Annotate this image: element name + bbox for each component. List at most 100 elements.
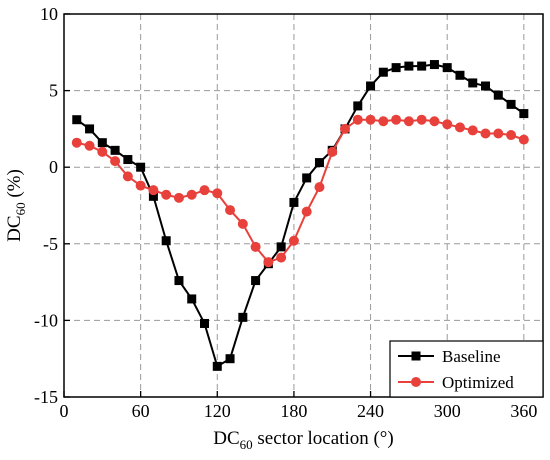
data-point [391, 63, 401, 73]
data-point [85, 124, 95, 134]
y-axis-title: DC60 (%) [4, 169, 28, 242]
data-point [122, 171, 133, 182]
data-point [135, 180, 146, 191]
y-tick-label: -10 [34, 310, 58, 330]
data-point [148, 191, 158, 201]
data-point [493, 90, 503, 100]
data-point [416, 114, 427, 125]
tick-group: 0 60 120 180 240 300 360 -15 -10 -5 0 5 10 [34, 4, 537, 421]
legend-marker [411, 351, 421, 361]
y-axis-title-subscript: 60 [13, 202, 28, 215]
data-point [467, 125, 478, 136]
data-point [442, 119, 453, 130]
data-point [506, 99, 516, 109]
data-point [288, 235, 299, 246]
data-point [225, 354, 235, 364]
x-tick-label: 240 [357, 401, 384, 421]
data-point [480, 128, 491, 139]
x-tick-label: 180 [280, 401, 307, 421]
x-axis-title-rest: sector location (°) [253, 428, 394, 449]
legend-item-baseline: Baseline [398, 347, 501, 366]
data-point [225, 205, 236, 216]
data-point [84, 140, 95, 151]
plot-frame [63, 13, 544, 398]
data-point [519, 109, 529, 119]
series-line [76, 63, 525, 368]
data-point [455, 70, 465, 80]
legend-marker [411, 377, 421, 387]
data-point [302, 173, 312, 183]
x-axis-title-subscript: 60 [240, 437, 253, 452]
legend-item-optimized: Optimized [398, 373, 514, 392]
data-point [276, 252, 287, 263]
data-point [187, 294, 197, 304]
x-axis-title: DC60 sector location (°) [213, 428, 393, 452]
y-tick-label: 5 [49, 81, 58, 101]
data-point [442, 63, 452, 73]
data-point [238, 312, 248, 322]
data-point [378, 116, 389, 127]
data-point [71, 137, 82, 148]
x-tick-label: 60 [132, 401, 150, 421]
data-point [454, 122, 465, 133]
data-point [340, 123, 351, 134]
data-point [378, 67, 388, 77]
data-point [97, 146, 108, 157]
data-point [161, 236, 171, 246]
data-point [200, 318, 210, 328]
data-point [251, 276, 261, 286]
data-point [199, 185, 210, 196]
data-point [263, 257, 274, 268]
data-point [429, 60, 439, 70]
data-point [97, 138, 107, 148]
data-point [353, 101, 363, 111]
data-point [365, 114, 376, 125]
legend-label: Baseline [442, 347, 501, 366]
x-tick-label: 0 [60, 401, 69, 421]
series-optimized [71, 114, 529, 268]
data-point [186, 189, 197, 200]
series-group [71, 60, 529, 371]
data-point [110, 145, 120, 155]
data-point [506, 130, 517, 141]
data-point [72, 115, 82, 125]
data-point [289, 197, 299, 207]
data-point [123, 155, 133, 165]
data-point [212, 361, 222, 371]
data-point [174, 276, 184, 286]
data-point [403, 116, 414, 127]
y-tick-label: 10 [40, 4, 58, 24]
data-point [250, 241, 261, 252]
x-axis-title-main: DC [213, 428, 239, 449]
x-tick-label: 120 [204, 401, 231, 421]
data-point [301, 206, 312, 217]
legend-label: Optimized [442, 373, 514, 392]
data-point [148, 185, 159, 196]
y-axis-title-rest: (%) [4, 169, 25, 202]
y-axis-title-main: DC [4, 215, 25, 241]
legend-box [389, 340, 544, 398]
y-tick-label: 0 [49, 157, 58, 177]
data-point [391, 114, 402, 125]
data-point [173, 192, 184, 203]
data-point [352, 114, 363, 125]
data-point [314, 158, 324, 168]
data-point [417, 61, 427, 71]
data-point [404, 61, 414, 71]
data-point [518, 134, 529, 145]
data-point [237, 218, 248, 229]
data-point [136, 162, 146, 172]
data-point [327, 146, 338, 157]
grid-lines [64, 14, 543, 397]
legend: Baseline Optimized [389, 340, 544, 398]
data-point [314, 182, 325, 193]
data-point [493, 128, 504, 139]
data-point [161, 189, 172, 200]
data-point [276, 242, 286, 252]
y-tick-label: -5 [43, 234, 58, 254]
data-point [468, 78, 478, 88]
data-point [110, 156, 121, 167]
x-tick-label: 360 [510, 401, 537, 421]
data-point [366, 81, 376, 91]
